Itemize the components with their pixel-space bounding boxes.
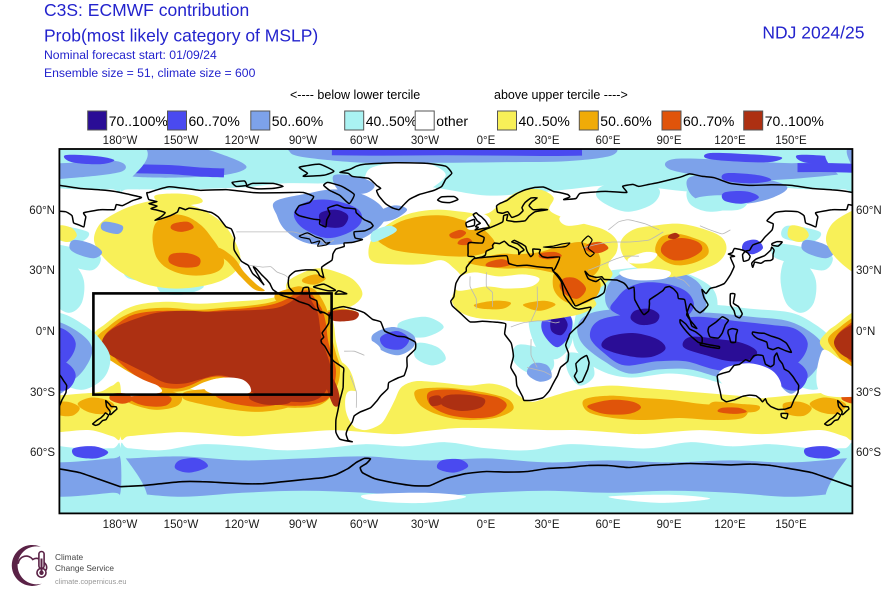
svg-text:30°N: 30°N: [856, 265, 882, 277]
svg-text:120°W: 120°W: [225, 135, 260, 147]
svg-text:Climate: Climate: [55, 552, 84, 562]
svg-text:120°E: 120°E: [714, 519, 746, 531]
svg-text:30°N: 30°N: [29, 265, 55, 277]
svg-text:<---- below lower tercile: <---- below lower tercile: [290, 88, 420, 102]
svg-text:150°W: 150°W: [164, 519, 199, 531]
svg-text:180°W: 180°W: [103, 135, 138, 147]
svg-text:60°S: 60°S: [856, 447, 881, 459]
svg-text:0°E: 0°E: [477, 135, 496, 147]
svg-text:120°W: 120°W: [225, 519, 260, 531]
svg-text:150°W: 150°W: [164, 135, 199, 147]
svg-text:180°W: 180°W: [103, 519, 138, 531]
svg-text:60°S: 60°S: [30, 447, 55, 459]
svg-text:above upper tercile ---->: above upper tercile ---->: [494, 88, 628, 102]
svg-text:120°E: 120°E: [714, 135, 746, 147]
svg-text:60°N: 60°N: [856, 205, 882, 217]
svg-text:60°W: 60°W: [350, 135, 378, 147]
svg-text:Change Service: Change Service: [55, 563, 114, 573]
svg-text:60..70%: 60..70%: [189, 113, 240, 129]
svg-text:60°E: 60°E: [595, 135, 620, 147]
svg-text:60°W: 60°W: [350, 519, 378, 531]
svg-text:90°W: 90°W: [289, 519, 317, 531]
svg-text:150°E: 150°E: [775, 135, 807, 147]
svg-text:40..50%: 40..50%: [519, 113, 570, 129]
svg-text:climate.copernicus.eu: climate.copernicus.eu: [55, 577, 126, 586]
svg-text:30°S: 30°S: [30, 387, 55, 399]
svg-text:90°W: 90°W: [289, 135, 317, 147]
svg-text:50..60%: 50..60%: [272, 113, 323, 129]
svg-text:40..50%: 40..50%: [366, 113, 417, 129]
svg-text:30°E: 30°E: [534, 519, 559, 531]
svg-text:30°W: 30°W: [411, 135, 439, 147]
svg-text:30°S: 30°S: [856, 387, 881, 399]
svg-text:NDJ 2024/25: NDJ 2024/25: [762, 23, 864, 43]
svg-text:50..60%: 50..60%: [600, 113, 651, 129]
svg-text:60°N: 60°N: [29, 205, 55, 217]
svg-text:60°E: 60°E: [595, 519, 620, 531]
svg-text:70..100%: 70..100%: [765, 113, 824, 129]
svg-text:30°E: 30°E: [534, 135, 559, 147]
svg-text:other: other: [436, 113, 468, 129]
svg-text:Ensemble size = 51, climate si: Ensemble size = 51, climate size = 600: [44, 66, 256, 80]
svg-text:90°E: 90°E: [656, 135, 681, 147]
svg-text:C3S: ECMWF contribution: C3S: ECMWF contribution: [44, 0, 249, 20]
svg-text:Nominal forecast start: 01/09/: Nominal forecast start: 01/09/24: [44, 48, 217, 62]
svg-text:Prob(most likely category of M: Prob(most likely category of MSLP): [44, 26, 318, 46]
svg-text:90°E: 90°E: [656, 519, 681, 531]
svg-text:30°W: 30°W: [411, 519, 439, 531]
svg-text:150°E: 150°E: [775, 519, 807, 531]
svg-text:0°N: 0°N: [856, 326, 875, 338]
svg-text:0°N: 0°N: [36, 326, 55, 338]
svg-text:0°E: 0°E: [477, 519, 496, 531]
svg-text:60..70%: 60..70%: [683, 113, 734, 129]
svg-text:70..100%: 70..100%: [109, 113, 168, 129]
